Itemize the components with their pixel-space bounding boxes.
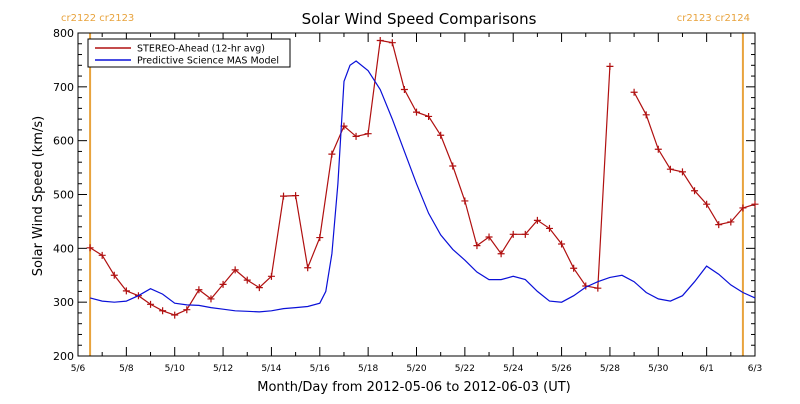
data-point: [751, 200, 759, 208]
data-point: [715, 221, 723, 229]
data-point: [485, 233, 493, 241]
data-point: [159, 307, 167, 315]
data-point: [171, 311, 179, 319]
data-point: [304, 264, 312, 272]
data-point: [243, 276, 251, 284]
series-line-stereo-ahead: [89, 39, 611, 316]
data-point: [280, 192, 288, 200]
data-point: [449, 162, 457, 170]
data-point: [292, 192, 300, 200]
x-tick-label: 5/28: [600, 364, 620, 374]
data-point: [473, 242, 481, 250]
carrington-label: cr2122 cr2123: [61, 13, 134, 24]
x-tick-label: 5/8: [119, 364, 134, 374]
x-tick-label: 5/16: [310, 364, 330, 374]
data-point: [98, 251, 106, 259]
data-point: [183, 306, 191, 314]
data-point: [195, 286, 203, 294]
y-tick-label: 300: [53, 296, 74, 309]
data-point: [352, 132, 360, 140]
data-point: [642, 111, 650, 119]
data-point: [207, 295, 215, 303]
x-tick-label: 5/30: [648, 364, 668, 374]
data-point: [86, 244, 94, 252]
y-tick-label: 800: [53, 27, 74, 40]
data-point: [654, 145, 662, 153]
data-point: [497, 250, 505, 258]
data-point: [533, 216, 541, 224]
data-point: [122, 287, 130, 295]
carrington-label: cr2123 cr2124: [677, 13, 750, 24]
data-point: [545, 224, 553, 232]
x-tick-label: 6/3: [748, 364, 762, 374]
data-point: [376, 37, 384, 45]
y-tick-label: 200: [53, 350, 74, 363]
data-point: [678, 168, 686, 176]
data-point: [509, 230, 517, 238]
data-point: [727, 218, 735, 226]
data-point: [606, 62, 614, 70]
data-point: [570, 264, 578, 272]
legend-label: STEREO-Ahead (12-hr avg): [137, 44, 265, 55]
x-tick-label: 5/18: [358, 364, 378, 374]
series-line-stereo-ahead: [633, 91, 756, 226]
x-tick-label: 5/10: [165, 364, 185, 374]
data-point: [703, 200, 711, 208]
series-line-mas-model: [89, 60, 756, 313]
plot-frame: [77, 32, 756, 357]
data-point: [316, 234, 324, 242]
data-point: [364, 130, 372, 138]
data-point: [110, 271, 118, 279]
x-tick-label: 5/14: [261, 364, 281, 374]
y-tick-label: 600: [53, 135, 74, 148]
data-point: [267, 272, 275, 280]
x-tick-label: 6/1: [699, 364, 713, 374]
data-point: [630, 88, 638, 96]
y-tick-label: 400: [53, 242, 74, 255]
data-point: [691, 187, 699, 195]
data-point: [739, 204, 747, 212]
data-point: [594, 284, 602, 292]
data-point: [328, 150, 336, 158]
data-point: [219, 280, 227, 288]
data-point: [413, 108, 420, 116]
legend-label: Predictive Science MAS Model: [137, 56, 279, 67]
data-point: [231, 266, 239, 274]
legend-box: [87, 38, 291, 68]
x-axis-label: Month/Day from 2012-05-06 to 2012-06-03 …: [257, 380, 570, 395]
x-tick-label: 5/6: [71, 364, 86, 374]
y-tick-label: 500: [53, 189, 74, 202]
data-point: [521, 230, 529, 238]
data-point: [461, 197, 469, 205]
data-point: [388, 39, 396, 47]
data-point: [400, 86, 408, 94]
x-tick-label: 5/12: [213, 364, 233, 374]
x-tick-label: 5/24: [503, 364, 523, 374]
data-point: [425, 112, 433, 120]
data-point: [666, 165, 674, 173]
data-point: [255, 284, 263, 292]
x-tick-label: 5/26: [551, 364, 571, 374]
data-point: [558, 240, 566, 248]
data-point: [437, 131, 445, 139]
x-tick-label: 5/20: [406, 364, 426, 374]
y-axis-label: Solar Wind Speed (km/s): [31, 116, 46, 276]
x-tick-label: 5/22: [455, 364, 475, 374]
data-point: [147, 300, 155, 308]
chart-title: Solar Wind Speed Comparisons: [302, 10, 537, 28]
y-tick-label: 700: [53, 81, 74, 94]
